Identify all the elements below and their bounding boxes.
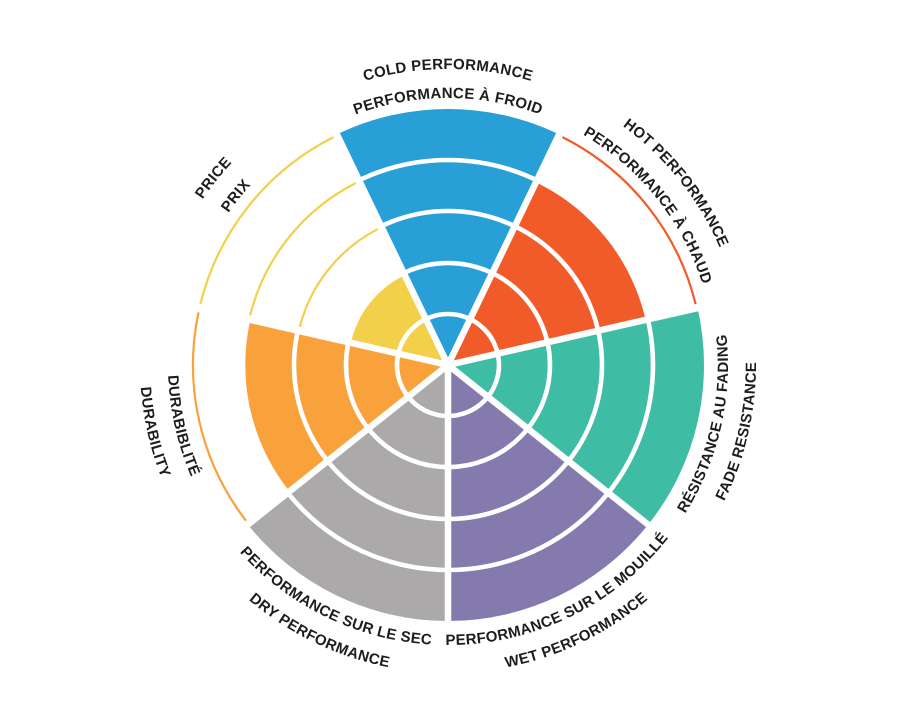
sector-label-cold-a: COLD PERFORMANCE (361, 56, 535, 85)
sector-wet-level-3 (448, 428, 569, 519)
sector-price-empty-level-arc-4 (249, 182, 357, 316)
sector-cold-level-1 (425, 314, 471, 365)
sector-hot-level-4 (514, 180, 648, 331)
sector-hot-level-3 (492, 226, 599, 343)
sector-fade-level-4 (568, 319, 654, 493)
sector-durability-level-3 (294, 330, 369, 462)
sector-gap-spoke-1 (447, 303, 703, 369)
sector-gap-spoke-0 (445, 129, 564, 367)
sector-durability-level-4 (242, 319, 328, 493)
sector-label-price-b: PRIX (218, 176, 254, 215)
sector-price-empty-level-arc-5 (199, 136, 335, 305)
sector-cold-level-5 (336, 109, 560, 181)
sector-cold-level-3 (381, 211, 515, 274)
unfilled-level-arcs (191, 136, 697, 522)
sector-wet-level-1 (448, 365, 488, 416)
sector-dry-level-4 (287, 461, 448, 570)
sector-wet-level-4 (448, 461, 609, 570)
sector-gap-spoke-2 (445, 362, 654, 530)
sector-durability-empty-level-arc-5 (191, 312, 247, 522)
sector-gap-spoke-6 (332, 129, 451, 367)
sector-gap-spoke-4 (242, 362, 451, 530)
white-gap-grid (193, 129, 703, 625)
sector-fade-level-5 (608, 308, 705, 525)
sector-dry-level-1 (408, 365, 448, 416)
sector-label-durability-a: DURABIBLITÉ (164, 375, 203, 479)
sector-hot-empty-level-arc-5 (561, 136, 697, 305)
sector-cold-level-2 (403, 263, 493, 320)
sector-price-empty-level-arc-3 (298, 228, 379, 328)
sector-dry-level-5 (247, 492, 448, 621)
sector-cold-level-4 (359, 160, 537, 227)
sector-gap-spoke-5 (193, 303, 449, 369)
sector-dry-level-3 (327, 428, 448, 519)
sector-fade-level-3 (527, 330, 602, 462)
filled-ring-segments (242, 109, 705, 621)
sector-wet-level-5 (448, 492, 649, 621)
